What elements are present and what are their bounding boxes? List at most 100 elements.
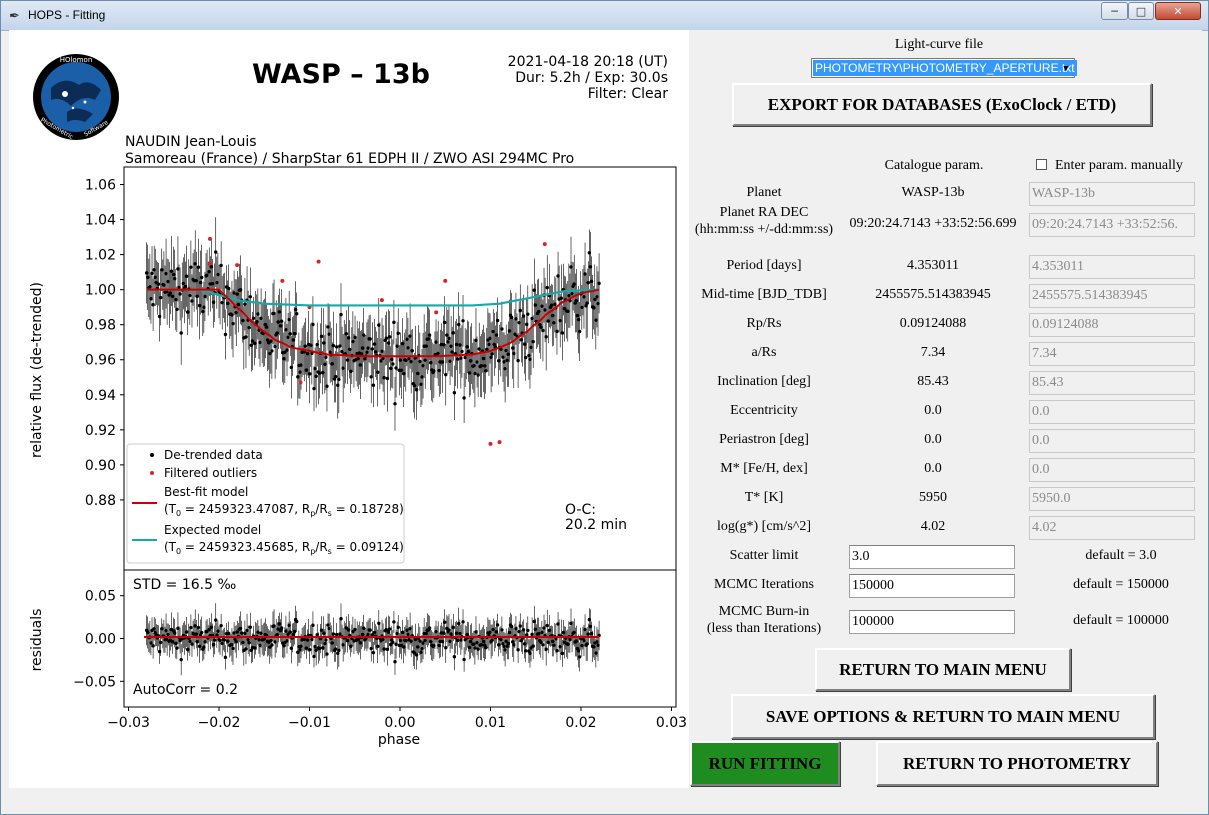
minimize-button[interactable]: ─ <box>1101 2 1128 20</box>
title-bar[interactable]: ✒ HOPS - Fitting ─ □ ✕ <box>1 1 1208 31</box>
catalogue-header: Catalogue param. <box>884 158 984 173</box>
y-tick-label: 1.00 <box>85 283 116 299</box>
manual-params-checkbox[interactable] <box>1036 159 1047 170</box>
data-point <box>307 372 312 376</box>
data-point <box>555 329 559 334</box>
data-point <box>189 265 193 269</box>
residual-point <box>189 625 193 630</box>
x-tick-label: 0.00 <box>384 715 415 731</box>
data-point <box>382 376 386 380</box>
param-entry-field[interactable]: 4.02 <box>1029 516 1195 540</box>
run-fitting-button[interactable]: RUN FITTING <box>690 741 840 786</box>
outlier-point <box>379 298 384 303</box>
data-point <box>314 374 318 378</box>
residual-point <box>247 641 251 645</box>
data-point <box>531 339 535 344</box>
data-point <box>272 311 276 316</box>
residual-point <box>231 646 235 651</box>
data-point <box>399 368 404 373</box>
save-options-return-button[interactable]: SAVE OPTIONS & RETURN TO MAIN MENU <box>731 694 1155 739</box>
residual-point <box>325 652 329 656</box>
param-entry-field[interactable]: 4.353011 <box>1029 255 1195 279</box>
data-point <box>179 331 183 335</box>
param-entry-field[interactable]: 7.34 <box>1029 342 1195 366</box>
return-main-menu-button[interactable]: RETURN TO MAIN MENU <box>815 648 1071 691</box>
residual-point <box>218 638 222 643</box>
obs-duration: Dur: 5.2h / Exp: 30.0s <box>515 70 668 86</box>
param-label: Rp/Rs <box>746 316 782 331</box>
residual-point <box>151 644 155 648</box>
param-entry-field[interactable]: 09:20:24.7143 +33:52:56. <box>1029 213 1195 237</box>
param-entry-field[interactable]: 0.0 <box>1029 400 1195 424</box>
lc-file-value: PHOTOMETRY\PHOTOMETRY_APERTURE.txt <box>813 60 1077 76</box>
residual-point <box>199 630 204 635</box>
residual-point <box>248 625 252 629</box>
data-point <box>214 250 218 254</box>
residual-point <box>288 630 292 634</box>
option-entry-field[interactable]: 3.0 <box>849 545 1015 569</box>
residual-point <box>319 628 324 632</box>
data-point <box>387 335 392 339</box>
param-entry-field[interactable]: 2455575.514383945 <box>1029 284 1195 308</box>
residual-point <box>568 637 572 642</box>
data-point <box>334 345 339 349</box>
residual-data-points <box>144 603 601 676</box>
data-point <box>324 355 328 359</box>
param-entry-field[interactable]: 5950.0 <box>1029 487 1195 511</box>
data-point <box>586 280 590 285</box>
return-photometry-button[interactable]: RETURN TO PHOTOMETRY <box>876 741 1158 786</box>
param-entry-field[interactable]: 0.0 <box>1029 458 1195 482</box>
chevron-down-icon[interactable]: ▼ <box>1061 63 1071 73</box>
legend-expected: Expected model <box>164 523 261 537</box>
param-catalogue-value: 4.02 <box>920 519 946 534</box>
y-tick-label: 0.98 <box>85 318 116 334</box>
residual-point <box>391 640 395 644</box>
data-point <box>384 336 389 340</box>
param-label: a/Rs <box>751 345 777 360</box>
residual-point <box>188 639 192 644</box>
param-catalogue-value: 0.09124088 <box>899 316 967 331</box>
param-label: log(g*) [cm/s^2] <box>716 519 812 534</box>
data-point <box>391 362 395 366</box>
residual-point <box>368 628 372 632</box>
residual-point <box>244 647 248 651</box>
residual-point <box>495 623 500 627</box>
data-point <box>577 329 582 334</box>
residual-point <box>442 620 447 624</box>
data-point <box>495 318 500 323</box>
lc-file-select[interactable]: PHOTOMETRY\PHOTOMETRY_APERTURE.txt ▼ <box>811 58 1077 78</box>
residual-point <box>526 628 530 633</box>
data-point <box>396 331 400 336</box>
status-bar <box>1 788 1208 814</box>
outlier-point <box>443 278 448 283</box>
legend-expected-params: (T0 = 2459323.45685, Rp/Rs = 0.09124) <box>164 540 404 556</box>
param-entry-field[interactable]: 85.43 <box>1029 371 1195 395</box>
close-button[interactable]: ✕ <box>1155 2 1201 20</box>
data-point <box>175 307 179 311</box>
data-point <box>178 292 182 296</box>
residual-point <box>396 625 400 629</box>
data-point <box>226 286 231 291</box>
param-entry-field[interactable]: 0.09124088 <box>1029 313 1195 337</box>
param-label: Periastron [deg] <box>719 432 809 447</box>
x-tick-label: −0.01 <box>288 715 331 731</box>
y-tick-label: 0.92 <box>85 423 116 439</box>
data-point <box>526 312 530 316</box>
data-point <box>541 328 545 333</box>
residual-point <box>196 625 201 630</box>
data-point <box>337 377 341 382</box>
option-default-label: default = 3.0 <box>1085 548 1157 563</box>
residual-point <box>324 638 328 642</box>
y-tick-label: 1.06 <box>85 178 116 194</box>
option-entry-field[interactable]: 100000 <box>849 610 1015 634</box>
y-tick-label: 1.04 <box>85 213 116 229</box>
maximize-button[interactable]: □ <box>1128 2 1154 20</box>
param-label: Planet <box>746 185 782 200</box>
option-entry-field[interactable]: 150000 <box>849 574 1015 598</box>
param-catalogue-value: 09:20:24.7143 +33:52:56.699 <box>849 216 1017 231</box>
param-entry-field[interactable]: 0.0 <box>1029 429 1195 453</box>
param-entry-field[interactable]: WASP-13b <box>1029 182 1195 206</box>
export-databases-button[interactable]: EXPORT FOR DATABASES (ExoClock / ETD) <box>732 83 1152 126</box>
residual-point <box>311 623 315 627</box>
data-point <box>597 281 601 286</box>
